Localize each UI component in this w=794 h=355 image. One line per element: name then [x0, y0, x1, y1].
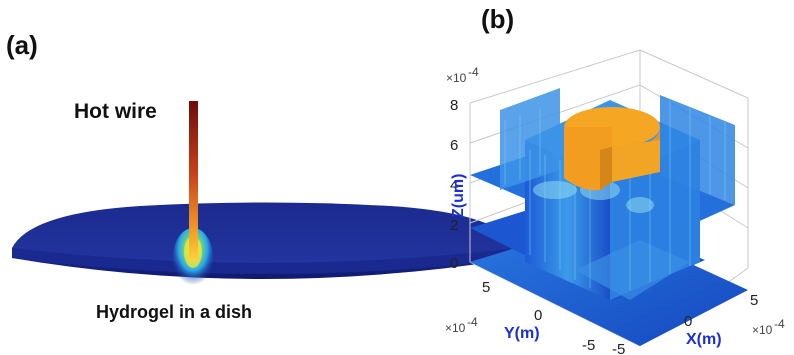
hydrogel-dish-label: Hydrogel in a dish [96, 302, 253, 322]
z-tick-8: 8 [450, 97, 458, 114]
z-tick-4: 4 [450, 177, 458, 194]
hot-wire [189, 101, 198, 261]
x-exponent-power: -4 [774, 317, 785, 331]
mesh-texture [504, 100, 726, 290]
z-axis-title: Z(um) [450, 174, 467, 218]
panel-b-label: (b) [481, 4, 515, 34]
y-tick-neg5: -5 [582, 337, 595, 354]
z-tick-6: 6 [450, 137, 458, 154]
x-exponent: ×10 [752, 323, 773, 337]
hydrogel-dish [12, 202, 518, 288]
y-tick-5: 5 [482, 279, 490, 296]
z-tick-0: 0 [450, 255, 458, 272]
z-exponent: ×10 [446, 71, 467, 85]
y-exponent-power: -4 [467, 315, 478, 329]
z-axis: ×10 -4 8 6 4 2 0 Z(um) [446, 65, 479, 272]
plot-3d [469, 49, 749, 347]
x-tick-0: 0 [684, 313, 692, 330]
panel-a-label: (a) [6, 30, 38, 60]
x-axis: -5 0 5 X(m) ×10 -4 [612, 292, 785, 355]
heated-core [564, 107, 660, 191]
x-axis-title: X(m) [686, 331, 722, 348]
dish-top [12, 202, 518, 263]
z-tick-2: 2 [450, 217, 458, 234]
dish-front [12, 248, 518, 274]
x-tick-neg5: -5 [612, 341, 625, 355]
y-axis: 5 0 -5 ×10 -4 Y(m) [445, 279, 595, 354]
y-tick-0: 0 [534, 307, 542, 324]
z-exponent-power: -4 [468, 65, 479, 79]
y-exponent: ×10 [445, 321, 466, 335]
hot-wire-label: Hot wire [74, 100, 157, 123]
x-tick-5: 5 [750, 292, 758, 309]
y-axis-title: Y(m) [504, 325, 540, 342]
